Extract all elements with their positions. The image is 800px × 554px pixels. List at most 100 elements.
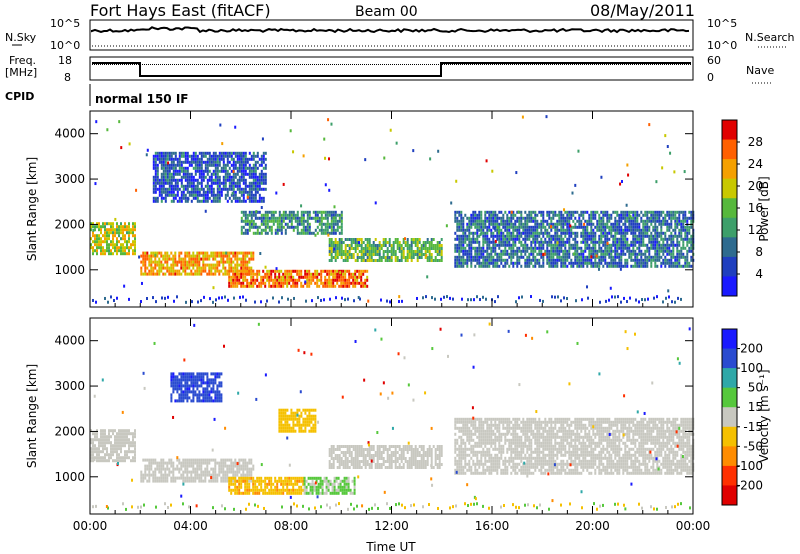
echo-cell [404,244,407,247]
echo-cell [521,115,524,119]
echo-cell [154,181,157,185]
echo-cell [202,251,205,255]
echo-cell [376,247,379,250]
echo-cell [520,255,523,259]
echo-cell [620,258,623,262]
echo-cell [230,169,233,173]
echo-cell [524,234,527,238]
echo-cell [170,266,173,270]
echo-cell [130,441,132,445]
echo-cell [288,278,291,282]
echo-cell [366,253,369,256]
echo-cell [172,166,175,170]
echo-cell [154,163,157,167]
echo-cell [96,243,98,247]
echo-cell [542,253,545,257]
echo-cell [590,222,593,226]
echo-cell [520,216,523,220]
date-label: 08/May/2011 [590,1,695,20]
echo-cell [100,243,102,247]
echo-cell [584,234,587,238]
echo-cell [248,461,251,465]
echo-cell [95,120,98,124]
echo-cell [230,151,233,155]
echo-cell [676,225,679,229]
echo-cell [216,160,219,164]
echo-cell [636,213,639,217]
echo-cell [556,261,559,265]
echo-cell [652,210,655,214]
echo-cell [268,228,271,232]
echo-cell [558,246,561,250]
echo-cell [598,249,601,253]
echo-cell [202,260,205,264]
echo-cell [238,160,241,164]
echo-cell [190,272,193,276]
echo-cell [524,222,527,226]
echo-cell [204,196,207,200]
echo-cell [184,172,187,176]
echo-cell [244,467,247,471]
echo-cell [154,187,157,191]
echo-cell [152,251,155,255]
echo-cell [622,216,625,220]
echo-cell [462,234,465,238]
echo-cell [250,479,253,483]
echo-cell [236,172,239,176]
echo-cell [104,447,106,451]
echo-cell [226,157,229,161]
echo-cell [686,225,689,229]
echo-cell [552,264,555,268]
echo-cell [684,228,687,232]
echo-cell [358,272,361,276]
echo-cell [604,213,607,217]
echo-cell [612,240,615,244]
echo-cell [224,473,227,477]
echo-cell [194,269,197,273]
echo-cell [510,252,513,256]
echo-cell [132,444,134,448]
echo-cell [360,238,363,241]
echo-cell [658,255,661,259]
echo-cell [318,219,321,223]
echo-cell [665,296,667,300]
echo-cell [294,281,297,285]
echo-cell [334,210,337,214]
echo-cell [594,246,597,250]
echo-cell [458,240,461,244]
echo-cell [238,199,241,203]
echo-cell [282,182,285,186]
echo-cell [204,163,207,167]
echo-cell [684,210,687,214]
echo-cell [208,196,211,200]
echo-cell [98,456,100,460]
echo-cell [530,240,533,244]
echo-cell [226,175,229,179]
echo-cell [262,172,265,176]
echo-cell [166,169,169,173]
echo-cell [194,169,197,173]
echo-cell [564,246,567,250]
echo-cell [540,252,543,256]
echo-cell [654,240,657,244]
echo-cell [402,256,405,259]
echo-cell [676,216,679,220]
echo-cell [602,240,605,244]
echo-cell [306,219,309,223]
echo-cell [597,267,600,271]
echo-cell [126,441,128,445]
echo-cell [208,473,211,477]
echo-cell [300,275,303,279]
echo-cell [626,249,629,253]
echo-cell [252,281,255,285]
echo-cell [196,157,199,161]
echo-cell [686,261,689,265]
echo-cell [496,225,499,229]
echo-cell [192,461,195,465]
echo-cell [508,255,511,259]
echo-cell [278,269,281,273]
echo-cell [640,216,643,220]
echo-cell [690,219,693,223]
echo-cell [456,237,459,241]
echo-cell [124,456,126,460]
